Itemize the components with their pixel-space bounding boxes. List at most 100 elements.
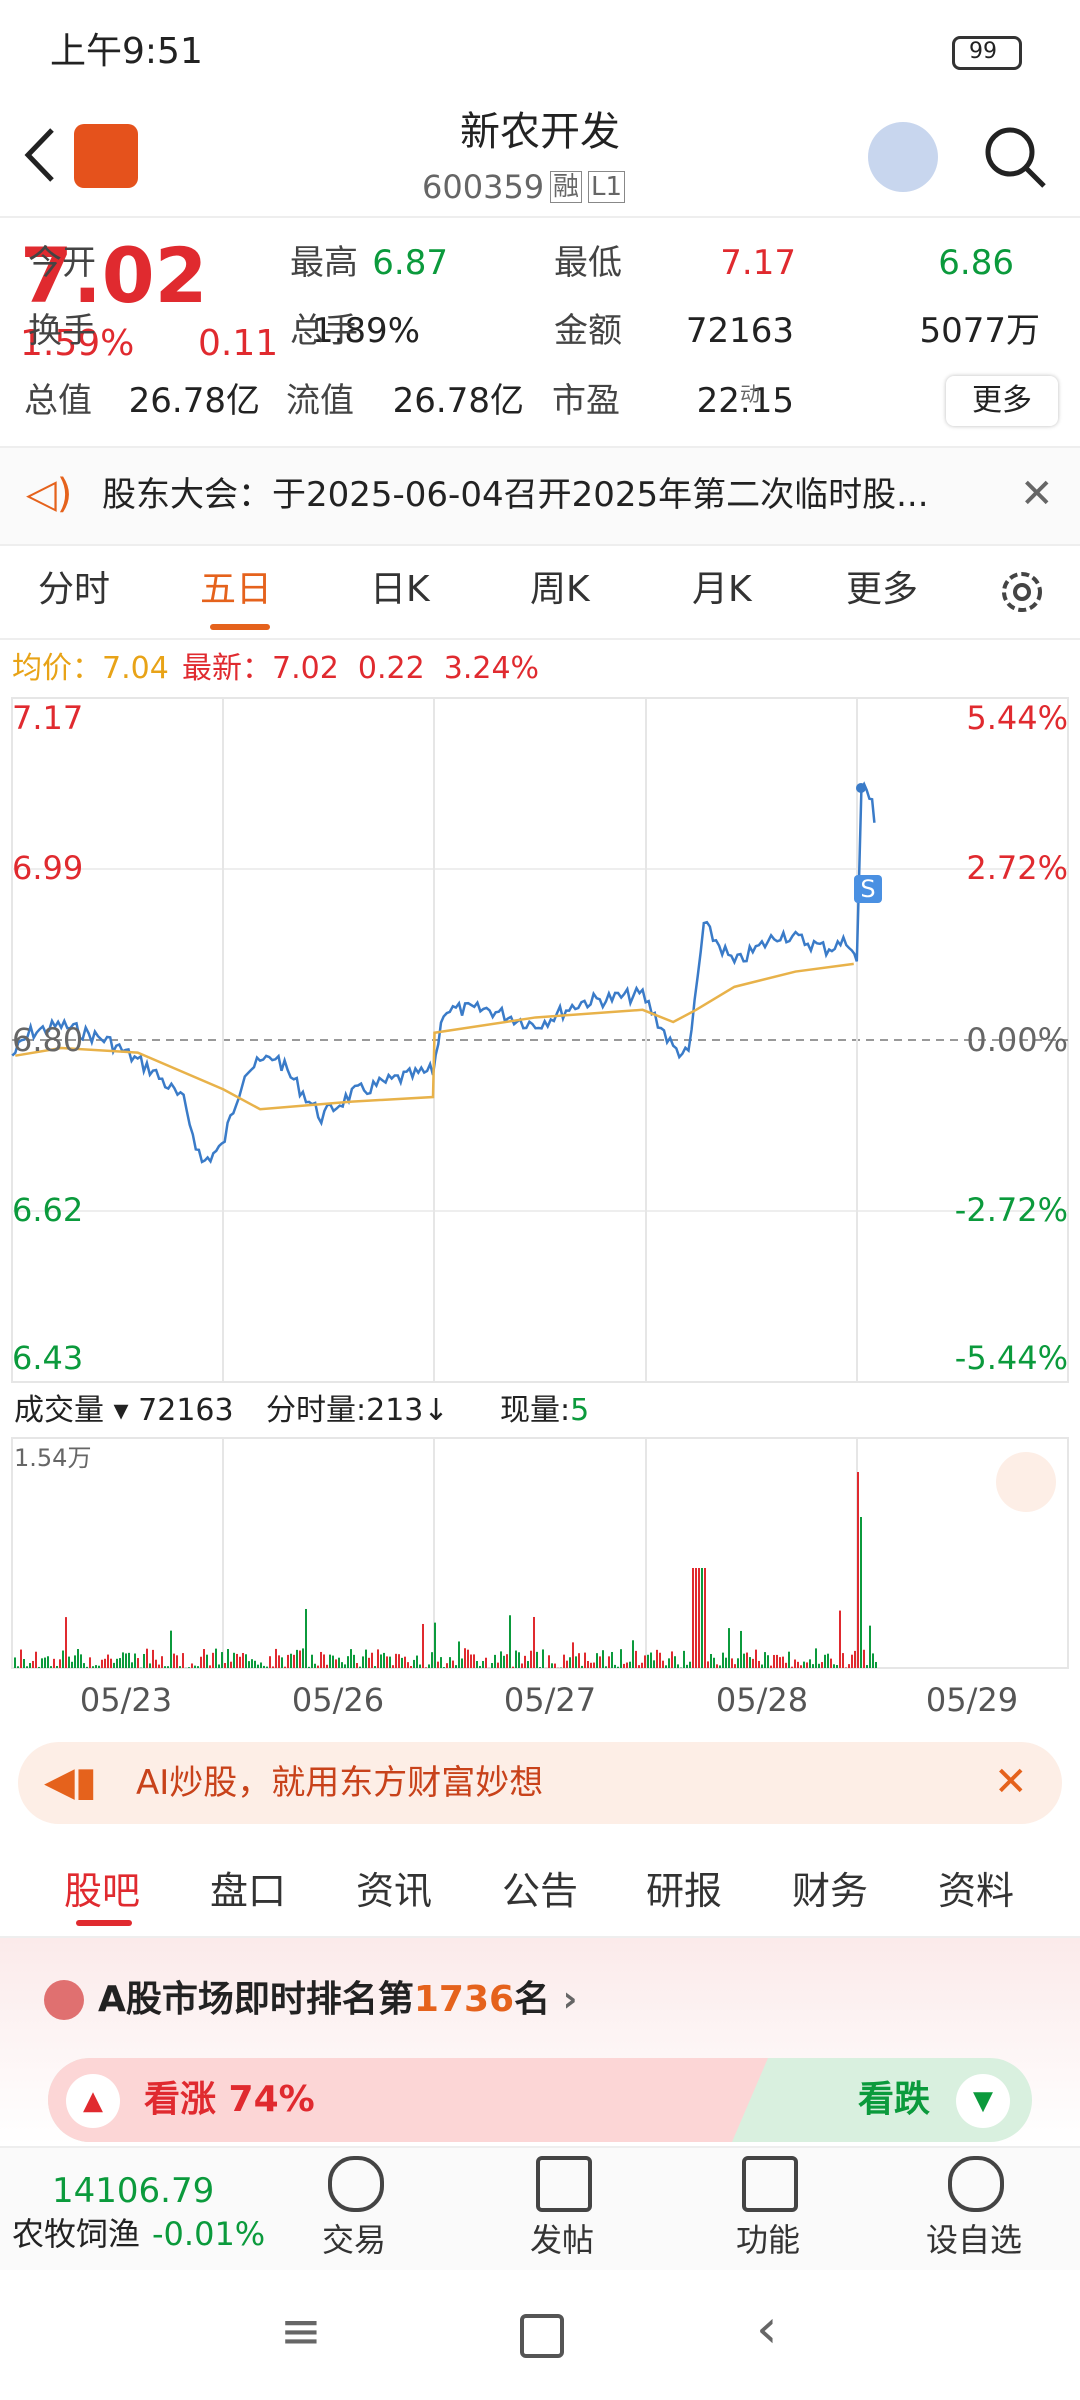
volume-bar bbox=[851, 1654, 853, 1668]
nav-item[interactable]: 设自选 bbox=[925, 2221, 1022, 2259]
volume-bar bbox=[35, 1651, 37, 1668]
tab[interactable]: 月K bbox=[692, 569, 752, 610]
section-tab[interactable]: 盘口 bbox=[209, 1869, 286, 1913]
tab[interactable]: 五日 bbox=[200, 569, 273, 610]
volume-bar bbox=[551, 1663, 553, 1668]
tab[interactable]: 更多 bbox=[846, 569, 919, 610]
nav-item[interactable]: 功能 bbox=[735, 2221, 800, 2259]
more-button[interactable]: 更多 bbox=[946, 376, 1058, 426]
banner-close[interactable]: ✕ bbox=[994, 1759, 1028, 1805]
left-tick: 6.62 bbox=[12, 1191, 84, 1229]
volume-bar bbox=[830, 1658, 832, 1668]
home-button[interactable] bbox=[520, 2314, 564, 2358]
section-tab[interactable]: 资讯 bbox=[355, 1869, 432, 1913]
menu-button[interactable]: ≡ bbox=[280, 2302, 322, 2360]
volume-bar bbox=[443, 1667, 445, 1668]
section-tab[interactable]: 公告 bbox=[501, 1869, 578, 1913]
close-icon[interactable]: ✕ bbox=[1020, 471, 1054, 517]
volume-bar bbox=[650, 1652, 652, 1668]
volume-bar bbox=[71, 1661, 73, 1668]
section-tab[interactable]: 研报 bbox=[645, 1869, 722, 1913]
volume-bar bbox=[686, 1664, 688, 1668]
date-label: 05/26 bbox=[291, 1681, 385, 1719]
section-tab[interactable]: 资料 bbox=[937, 1869, 1014, 1913]
volume-bar bbox=[305, 1608, 307, 1668]
volume-bar bbox=[338, 1657, 340, 1668]
tab[interactable]: 分时 bbox=[38, 569, 111, 610]
volume-bar bbox=[704, 1568, 706, 1668]
volume-bar bbox=[524, 1655, 526, 1668]
section-tab[interactable]: 股吧 bbox=[63, 1869, 140, 1913]
volume-bar bbox=[200, 1656, 202, 1668]
right-tick: 2.72% bbox=[966, 849, 1068, 887]
volume-bar bbox=[857, 1472, 859, 1668]
settings-icon[interactable] bbox=[996, 566, 1048, 618]
volume-bar bbox=[227, 1649, 229, 1668]
volume-bar bbox=[635, 1650, 637, 1668]
volume-bar bbox=[581, 1665, 583, 1668]
volume-bar bbox=[662, 1660, 664, 1668]
marker[interactable]: S bbox=[854, 875, 882, 903]
volume-bar bbox=[500, 1651, 502, 1668]
volume-bar bbox=[242, 1652, 244, 1668]
volume-bar bbox=[575, 1656, 577, 1668]
stat-label: 市盈 bbox=[552, 381, 620, 421]
vote-up[interactable]: 看涨 74% bbox=[144, 2079, 315, 2120]
volume-bar bbox=[47, 1656, 49, 1668]
volume-bar bbox=[776, 1654, 778, 1668]
volume-bar bbox=[44, 1657, 46, 1668]
divider bbox=[0, 1936, 1080, 1938]
volume-bar bbox=[671, 1651, 673, 1668]
tab[interactable]: 日K bbox=[370, 569, 430, 610]
right-tick: -5.44% bbox=[954, 1339, 1068, 1377]
vote-down[interactable]: 看跌 bbox=[858, 2079, 931, 2120]
notice-bar[interactable] bbox=[0, 446, 1080, 546]
robot-avatar[interactable] bbox=[868, 122, 938, 192]
volume-bar bbox=[26, 1666, 28, 1668]
volume-bar bbox=[401, 1657, 403, 1668]
volume-bar bbox=[554, 1663, 556, 1668]
nav-icon bbox=[948, 2156, 1004, 2212]
volume-bar bbox=[170, 1630, 172, 1668]
volume-bar bbox=[692, 1568, 694, 1668]
stock-code: 600359 bbox=[422, 168, 545, 206]
index-value[interactable]: 14106.79 bbox=[52, 2171, 215, 2211]
volume-bar bbox=[614, 1664, 616, 1668]
up-button[interactable]: ▲ bbox=[66, 2074, 120, 2128]
nav-item[interactable]: 交易 bbox=[321, 2221, 386, 2259]
volume-bar bbox=[446, 1663, 448, 1668]
now-label: 现量: bbox=[500, 1393, 571, 1428]
rank-text[interactable]: A股市场即时排名第1736名 › bbox=[98, 1979, 578, 2020]
volume-bar bbox=[536, 1651, 538, 1668]
volume-bar bbox=[839, 1610, 841, 1668]
volume-header[interactable]: 成交量 ▾ 72163 bbox=[14, 1393, 234, 1428]
stat-label: 今开 bbox=[28, 243, 96, 283]
sector-pct: -0.01% bbox=[152, 2215, 266, 2253]
volume-bar bbox=[167, 1666, 169, 1668]
volume-bar bbox=[683, 1650, 685, 1668]
volume-bar bbox=[206, 1654, 208, 1668]
down-button[interactable]: ▼ bbox=[956, 2074, 1010, 2128]
nav-item[interactable]: 发帖 bbox=[529, 2221, 594, 2259]
volume-bar bbox=[218, 1664, 220, 1668]
right-tick: 5.44% bbox=[966, 699, 1068, 737]
volume-bar bbox=[407, 1662, 409, 1668]
volume-bar bbox=[539, 1667, 541, 1668]
expand-icon[interactable] bbox=[996, 1452, 1056, 1512]
volume-bar bbox=[455, 1665, 457, 1668]
latest-change: 0.22 bbox=[357, 651, 425, 686]
volume-bar bbox=[587, 1660, 589, 1668]
volume-bar bbox=[632, 1640, 634, 1668]
volume-bar bbox=[23, 1659, 25, 1668]
section-tab[interactable]: 财务 bbox=[791, 1869, 868, 1913]
search-icon[interactable] bbox=[980, 122, 1050, 192]
volume-bar bbox=[512, 1666, 514, 1668]
ai-banner[interactable] bbox=[18, 1742, 1062, 1824]
tab[interactable]: 周K bbox=[530, 569, 590, 610]
volume-bar bbox=[236, 1653, 238, 1668]
back-icon[interactable] bbox=[20, 125, 60, 185]
volume-bar bbox=[398, 1654, 400, 1668]
back-button[interactable]: ‹ bbox=[756, 2297, 778, 2360]
volume-bar bbox=[569, 1657, 571, 1668]
stat-value: 26.78亿 bbox=[392, 381, 524, 421]
